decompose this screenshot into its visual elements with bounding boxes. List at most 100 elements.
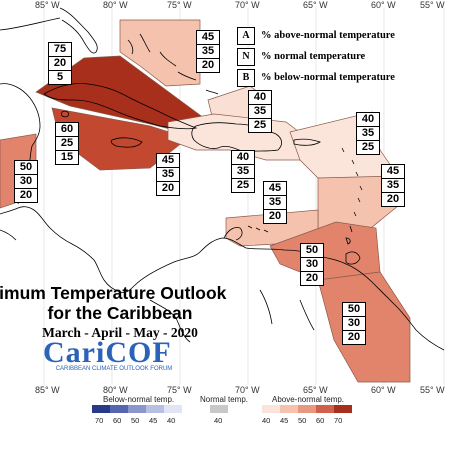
- prob-box-jamaica-cayman: 60 25 15: [55, 122, 79, 165]
- prob-normal: 30: [343, 317, 365, 331]
- prob-below: 25: [361, 141, 375, 153]
- prob-below: 15: [60, 151, 74, 163]
- prob-box-guianas: 50 30 20: [342, 302, 366, 345]
- lon-label: 80° W: [103, 0, 128, 10]
- prob-below: 20: [347, 331, 361, 343]
- prob-below: 5: [56, 71, 64, 83]
- title-block: inimum Temperature Outlook for the Carib…: [0, 283, 240, 341]
- outlook-regions: [0, 19, 411, 383]
- colorbar-below-tick: 50: [131, 416, 140, 425]
- colorbar-above-swatch: [280, 405, 298, 413]
- map-subtitle: March - April - May - 2020: [42, 325, 198, 340]
- prob-above: 45: [264, 182, 286, 196]
- prob-box-bahamas: 45 35 20: [196, 30, 220, 73]
- legend-text: % below-normal temperature: [261, 72, 395, 83]
- lon-label: 70° W: [235, 385, 260, 395]
- lon-label: 70° W: [235, 0, 260, 10]
- legend-key: N: [237, 47, 255, 66]
- caricof-logo: CariCOF: [43, 336, 172, 369]
- colorbar-above-tick: 45: [280, 416, 289, 425]
- lon-label: 55° W: [420, 0, 445, 10]
- colorbar-above-swatch: [316, 405, 334, 413]
- colorbar-below-tick: 60: [113, 416, 122, 425]
- prob-box-aruba-curacao: 45 35 20: [263, 181, 287, 224]
- abn-legend: A % above-normal temperature N % normal …: [237, 25, 417, 88]
- prob-normal: 35: [357, 127, 379, 141]
- prob-above: 40: [249, 91, 271, 105]
- prob-normal: 35: [249, 105, 271, 119]
- lon-label: 65° W: [303, 0, 328, 10]
- prob-normal: 35: [197, 45, 219, 59]
- prob-above: 60: [56, 123, 78, 137]
- lon-label: 85° W: [35, 0, 60, 10]
- legend-row-above: A % above-normal temperature: [237, 25, 417, 46]
- prob-normal: 25: [56, 137, 78, 151]
- lon-label: 65° W: [303, 385, 328, 395]
- prob-normal: 35: [232, 165, 254, 179]
- lon-label: 55° W: [420, 385, 445, 395]
- prob-box-central-sea: 45 35 20: [156, 153, 180, 196]
- lon-label: 80° W: [103, 385, 128, 395]
- colorbar-below-swatch: [146, 405, 164, 413]
- colorbar-below-tick: 45: [149, 416, 158, 425]
- colorbar-above-title: Above-normal temp.: [272, 395, 345, 404]
- colorbar-below-tick: 40: [167, 416, 176, 425]
- prob-above: 40: [357, 113, 379, 127]
- map-title-line2: for the Caribbean: [47, 303, 193, 323]
- colorbar-above-swatch: [334, 405, 352, 413]
- prob-box-trinidad: 50 30 20: [300, 243, 324, 286]
- colorbar-above-swatch: [298, 405, 316, 413]
- prob-below: 20: [268, 210, 282, 222]
- legend-key: B: [237, 68, 255, 87]
- prob-normal: 20: [49, 57, 71, 71]
- prob-normal: 35: [264, 196, 286, 210]
- colorbar-above-tick: 60: [316, 416, 325, 425]
- lon-label: 75° W: [167, 385, 192, 395]
- lon-label: 60° W: [371, 0, 396, 10]
- lon-label: 75° W: [167, 0, 192, 10]
- prob-box-windward: 45 35 20: [381, 164, 405, 207]
- colorbar-below-swatch: [92, 405, 110, 413]
- prob-box-belize: 50 30 20: [14, 160, 38, 203]
- colorbar-below-swatch: [164, 405, 182, 413]
- prob-below: 20: [19, 189, 33, 201]
- prob-above: 45: [382, 165, 404, 179]
- colorbar-above-tick: 70: [334, 416, 343, 425]
- prob-below: 20: [201, 59, 215, 71]
- prob-above: 50: [301, 244, 323, 258]
- prob-normal: 30: [15, 175, 37, 189]
- colorbar-normal-swatch: [210, 405, 228, 413]
- legend-row-below: B % below-normal temperature: [237, 67, 417, 88]
- prob-box-cuba: 75 20 5: [48, 42, 72, 85]
- prob-box-hispaniola: 40 35 25: [231, 150, 255, 193]
- prob-below: 20: [161, 182, 175, 194]
- prob-above: 50: [343, 303, 365, 317]
- colorbar-normal-tick: 40: [214, 416, 223, 425]
- prob-above: 45: [157, 154, 179, 168]
- prob-above: 75: [49, 43, 71, 57]
- colorbar-below-tick: 70: [95, 416, 104, 425]
- prob-normal: 35: [382, 179, 404, 193]
- prob-above: 40: [232, 151, 254, 165]
- prob-box-leeward: 40 35 25: [356, 112, 380, 155]
- map-title-line1: inimum Temperature Outlook: [0, 283, 227, 303]
- prob-normal: 35: [157, 168, 179, 182]
- legend-text: % normal temperature: [261, 51, 366, 62]
- prob-below: 25: [236, 179, 250, 191]
- colorbar-above-swatch: [262, 405, 280, 413]
- prob-box-turks-caicos: 40 35 25: [248, 90, 272, 133]
- prob-below: 20: [305, 272, 319, 284]
- colorbar-below-swatch: [128, 405, 146, 413]
- prob-above: 50: [15, 161, 37, 175]
- prob-normal: 30: [301, 258, 323, 272]
- caricof-tagline: CARIBBEAN CLIMATE OUTLOOK FORUM: [55, 366, 173, 372]
- lon-label: 85° W: [35, 385, 60, 395]
- colorbar-normal-title: Normal temp.: [200, 395, 249, 404]
- colorbar-below-title: Below-normal temp.: [103, 395, 175, 404]
- legend-row-normal: N % normal temperature: [237, 46, 417, 67]
- colorbar-above-tick: 50: [298, 416, 307, 425]
- legend-text: % above-normal temperature: [261, 30, 395, 41]
- colorbar-above-tick: 40: [262, 416, 271, 425]
- lon-label: 60° W: [371, 385, 396, 395]
